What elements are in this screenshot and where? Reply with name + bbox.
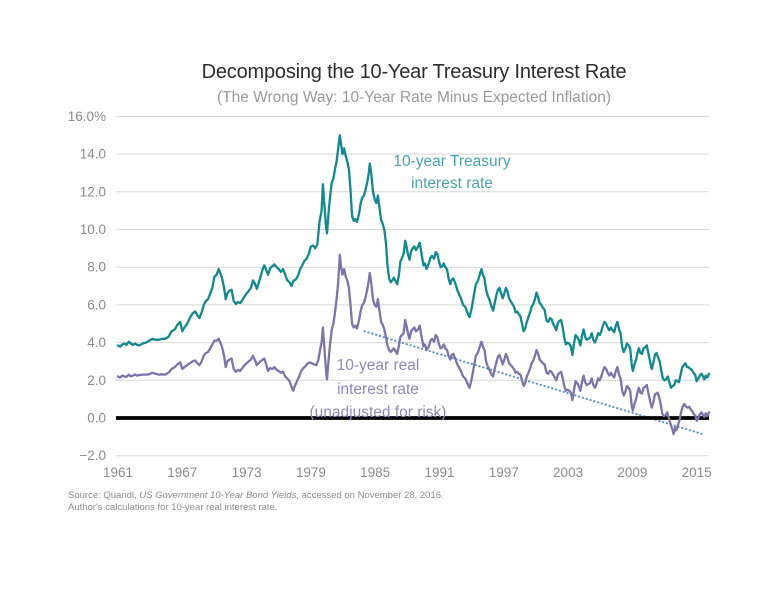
x-axis-label-1973: 1973	[232, 465, 262, 480]
y-axis-label-8: 8.0	[87, 260, 106, 275]
y-axis-label-10: 10.0	[80, 222, 106, 237]
chart-subtitle: (The Wrong Way: 10-Year Rate Minus Expec…	[216, 89, 611, 106]
x-axis-label-2003: 2003	[553, 465, 583, 480]
y-axis-label--2: −2.0	[79, 448, 106, 463]
x-axis-label-1979: 1979	[296, 465, 326, 480]
source-dataset-name: US Government 10-Year Bond Yields	[139, 490, 297, 501]
chart-title: Decomposing the 10-Year Treasury Interes…	[201, 61, 627, 83]
y-axis-label-16: 16.0%	[68, 109, 106, 124]
real-rate-line	[116, 253, 711, 436]
treasury-series-label-line1: 10-year Treasury	[393, 153, 511, 170]
real-rate-series-label-line1: 10-year real	[336, 357, 420, 374]
y-axis-label-4: 4.0	[87, 335, 106, 350]
treasury-series-label-line2: interest rate	[411, 175, 493, 192]
x-axis-label-2015: 2015	[682, 465, 712, 480]
source-note: Source: Quandl, US Government 10-Year Bo…	[68, 490, 444, 513]
treasury-rate-line	[116, 134, 711, 389]
y-axis-label-0: 0.0	[87, 411, 106, 426]
y-axis-label-12: 12.0	[80, 184, 106, 199]
x-axis-label-1985: 1985	[360, 465, 390, 480]
x-axis-label-1961: 1961	[103, 465, 133, 480]
treasury-series-label: 10-year Treasury interest rate	[352, 151, 552, 195]
x-axis-label-1991: 1991	[424, 465, 454, 480]
real-rate-series-label: 10-year real interest rate (unadjusted f…	[278, 354, 478, 425]
y-axis-label-14: 14.0	[80, 147, 106, 162]
source-note-line1: Source: Quandl, US Government 10-Year Bo…	[68, 490, 444, 501]
chart-header: Decomposing the 10-Year Treasury Interes…	[60, 60, 768, 107]
real-rate-series-label-line2: interest rate	[337, 380, 419, 398]
x-axis-label-2009: 2009	[617, 465, 647, 480]
y-axis-label-6: 6.0	[87, 297, 106, 312]
real-rate-series-label-line3: (unadjusted for risk)	[309, 404, 447, 421]
source-note-line2: Author's calculations for 10-year real i…	[68, 501, 278, 513]
x-axis-label-1997: 1997	[489, 465, 519, 480]
x-axis-label-1967: 1967	[167, 465, 197, 480]
y-axis-label-2: 2.0	[87, 373, 106, 388]
